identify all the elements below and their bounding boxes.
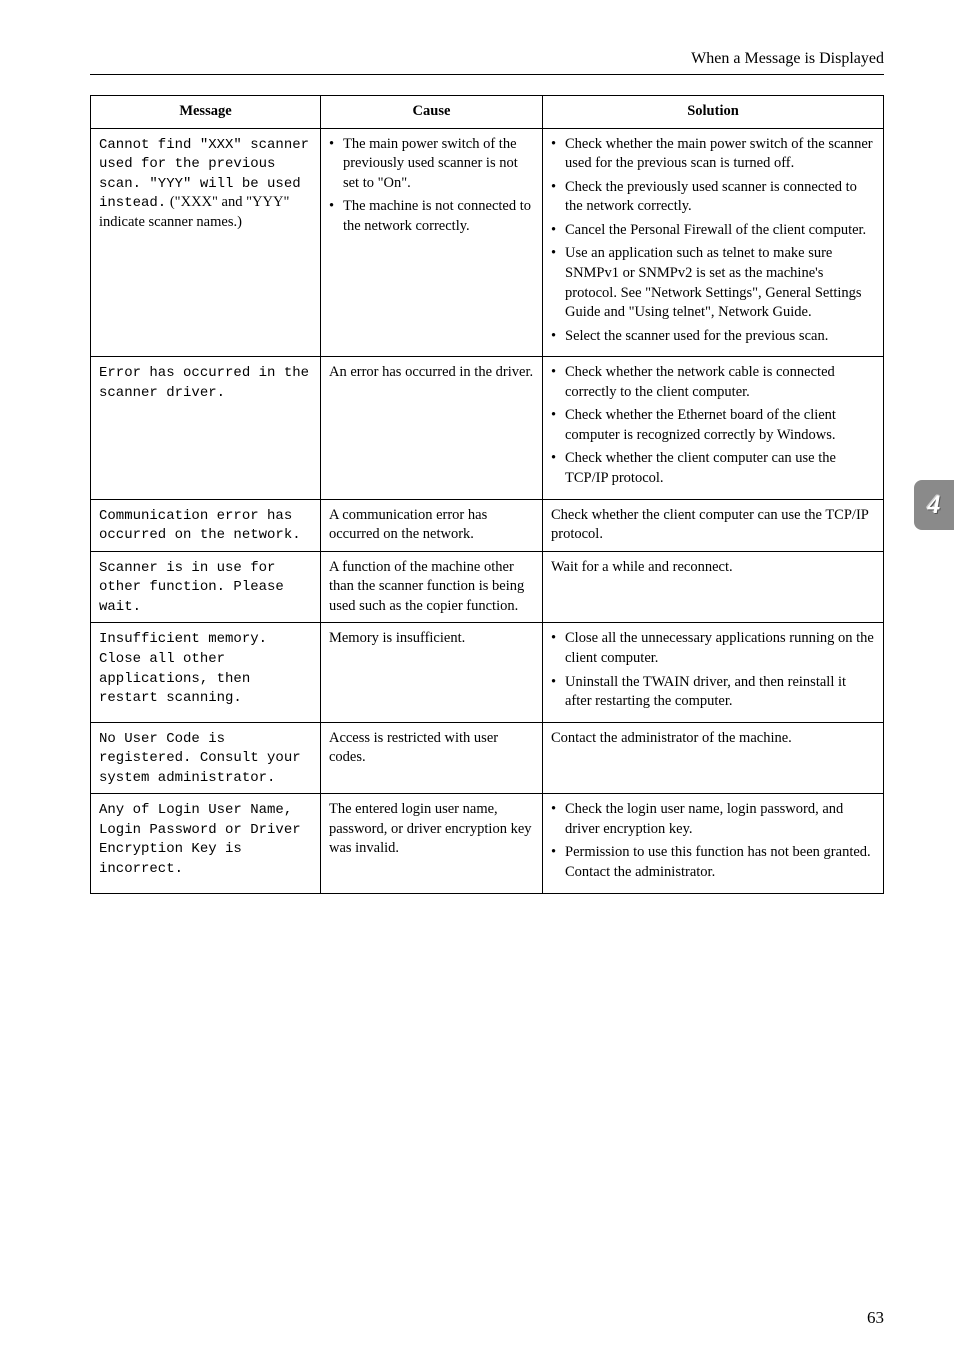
- cell-solution: Check whether the client computer can us…: [543, 499, 884, 551]
- solution-item: Check whether the main power switch of t…: [551, 135, 875, 174]
- cell-solution: Close all the unnecessary applications r…: [543, 623, 884, 722]
- col-header-message: Message: [91, 96, 321, 129]
- message-code: Any of Login User Name, Login Password o…: [99, 802, 301, 877]
- solution-item: Check whether the client computer can us…: [551, 449, 875, 488]
- cell-solution: Check whether the main power switch of t…: [543, 128, 884, 357]
- page-header: When a Message is Displayed: [90, 50, 884, 75]
- solution-list: Close all the unnecessary applications r…: [551, 629, 875, 711]
- solution-item: Close all the unnecessary applications r…: [551, 629, 875, 668]
- section-number: 4: [928, 490, 941, 520]
- cell-message: Cannot find "XXX" scanner used for the p…: [91, 128, 321, 357]
- cell-message: Communication error has occurred on the …: [91, 499, 321, 551]
- solution-item: Use an application such as telnet to mak…: [551, 244, 875, 322]
- cell-cause: A function of the machine other than the…: [320, 551, 542, 623]
- table-row: Cannot find "XXX" scanner used for the p…: [91, 128, 884, 357]
- table-row: No User Code is registered. Consult your…: [91, 722, 884, 794]
- solution-list: Check whether the main power switch of t…: [551, 135, 875, 347]
- message-code: Insufficient memory. Close all other app…: [99, 631, 267, 706]
- cell-cause: Access is restricted with user codes.: [320, 722, 542, 794]
- table-row: Communication error has occurred on the …: [91, 499, 884, 551]
- solution-item: Check whether the network cable is conne…: [551, 363, 875, 402]
- cell-solution: Check whether the network cable is conne…: [543, 357, 884, 499]
- solution-item: Check the previously used scanner is con…: [551, 178, 875, 217]
- cell-cause: The main power switch of the previously …: [320, 128, 542, 357]
- cell-message: No User Code is registered. Consult your…: [91, 722, 321, 794]
- solution-list: Check whether the network cable is conne…: [551, 363, 875, 488]
- cause-list: The main power switch of the previously …: [329, 135, 534, 237]
- cell-message: Error has occurred in the scanner driver…: [91, 357, 321, 499]
- troubleshoot-table: Message Cause Solution Cannot find "XXX"…: [90, 95, 884, 894]
- cell-solution: Wait for a while and reconnect.: [543, 551, 884, 623]
- solution-list: Check the login user name, login passwor…: [551, 800, 875, 882]
- header-title: When a Message is Displayed: [691, 50, 884, 67]
- cause-item: The main power switch of the previously …: [329, 135, 534, 194]
- cell-message: Any of Login User Name, Login Password o…: [91, 794, 321, 893]
- table-row: Scanner is in use for other function. Pl…: [91, 551, 884, 623]
- solution-item: Permission to use this function has not …: [551, 843, 875, 882]
- page-number: 63: [867, 1308, 884, 1328]
- cell-solution: Check the login user name, login passwor…: [543, 794, 884, 893]
- cell-cause: Memory is insufficient.: [320, 623, 542, 722]
- table-header-row: Message Cause Solution: [91, 96, 884, 129]
- cause-item: The machine is not connected to the netw…: [329, 197, 534, 236]
- cell-message: Insufficient memory. Close all other app…: [91, 623, 321, 722]
- col-header-solution: Solution: [543, 96, 884, 129]
- table-row: Insufficient memory. Close all other app…: [91, 623, 884, 722]
- solution-item: Check whether the Ethernet board of the …: [551, 406, 875, 445]
- message-code: No User Code is registered. Consult your…: [99, 731, 301, 786]
- message-code: Error has occurred in the scanner driver…: [99, 365, 309, 401]
- solution-item: Select the scanner used for the previous…: [551, 327, 875, 347]
- solution-item: Uninstall the TWAIN driver, and then rei…: [551, 673, 875, 712]
- cell-message: Scanner is in use for other function. Pl…: [91, 551, 321, 623]
- col-header-cause: Cause: [320, 96, 542, 129]
- solution-item: Cancel the Personal Firewall of the clie…: [551, 221, 875, 241]
- section-tab: 4: [914, 480, 954, 530]
- cell-cause: A communication error has occurred on th…: [320, 499, 542, 551]
- solution-item: Check the login user name, login passwor…: [551, 800, 875, 839]
- table-row: Any of Login User Name, Login Password o…: [91, 794, 884, 893]
- cell-cause: The entered login user name, password, o…: [320, 794, 542, 893]
- cell-cause: An error has occurred in the driver.: [320, 357, 542, 499]
- cell-solution: Contact the administrator of the machine…: [543, 722, 884, 794]
- message-code: Scanner is in use for other function. Pl…: [99, 560, 284, 615]
- message-code: Communication error has occurred on the …: [99, 508, 301, 544]
- table-row: Error has occurred in the scanner driver…: [91, 357, 884, 499]
